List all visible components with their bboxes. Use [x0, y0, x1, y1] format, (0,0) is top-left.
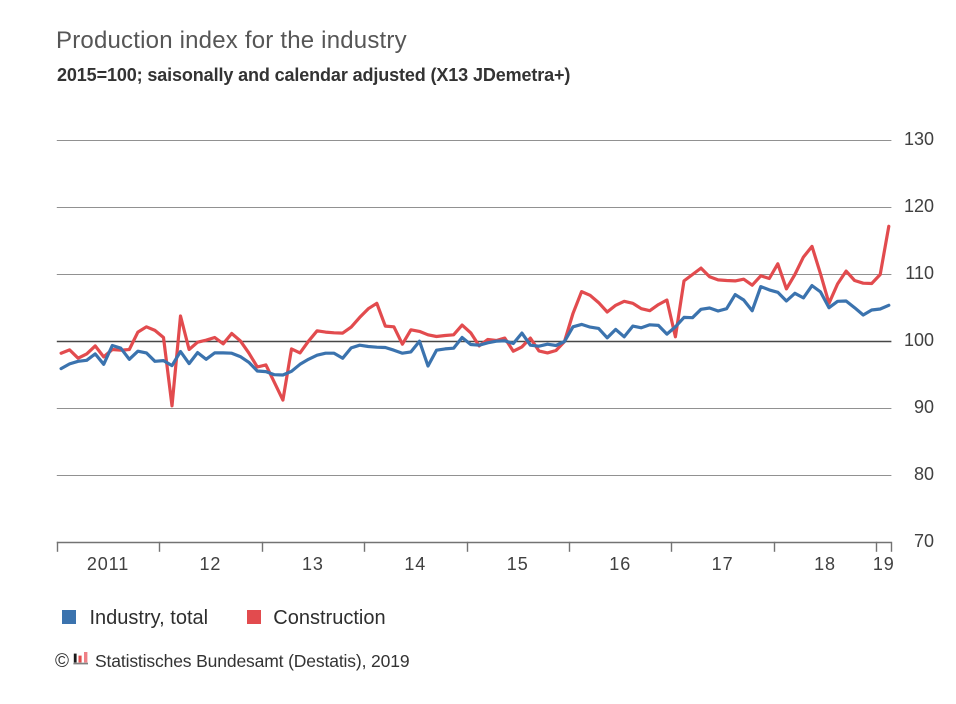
svg-text:110: 110 [905, 263, 934, 283]
svg-text:18: 18 [814, 554, 836, 574]
svg-text:130: 130 [904, 129, 934, 149]
svg-text:90: 90 [914, 397, 934, 417]
svg-text:80: 80 [914, 464, 934, 484]
svg-text:70: 70 [914, 531, 934, 551]
svg-text:13: 13 [302, 554, 324, 574]
svg-text:2011: 2011 [87, 554, 129, 574]
svg-text:100: 100 [904, 330, 934, 350]
svg-text:16: 16 [609, 554, 631, 574]
svg-text:120: 120 [904, 196, 934, 216]
svg-text:14: 14 [404, 554, 426, 574]
svg-text:17: 17 [712, 554, 734, 574]
svg-text:19: 19 [873, 554, 895, 574]
svg-text:12: 12 [199, 554, 221, 574]
svg-text:15: 15 [507, 554, 529, 574]
